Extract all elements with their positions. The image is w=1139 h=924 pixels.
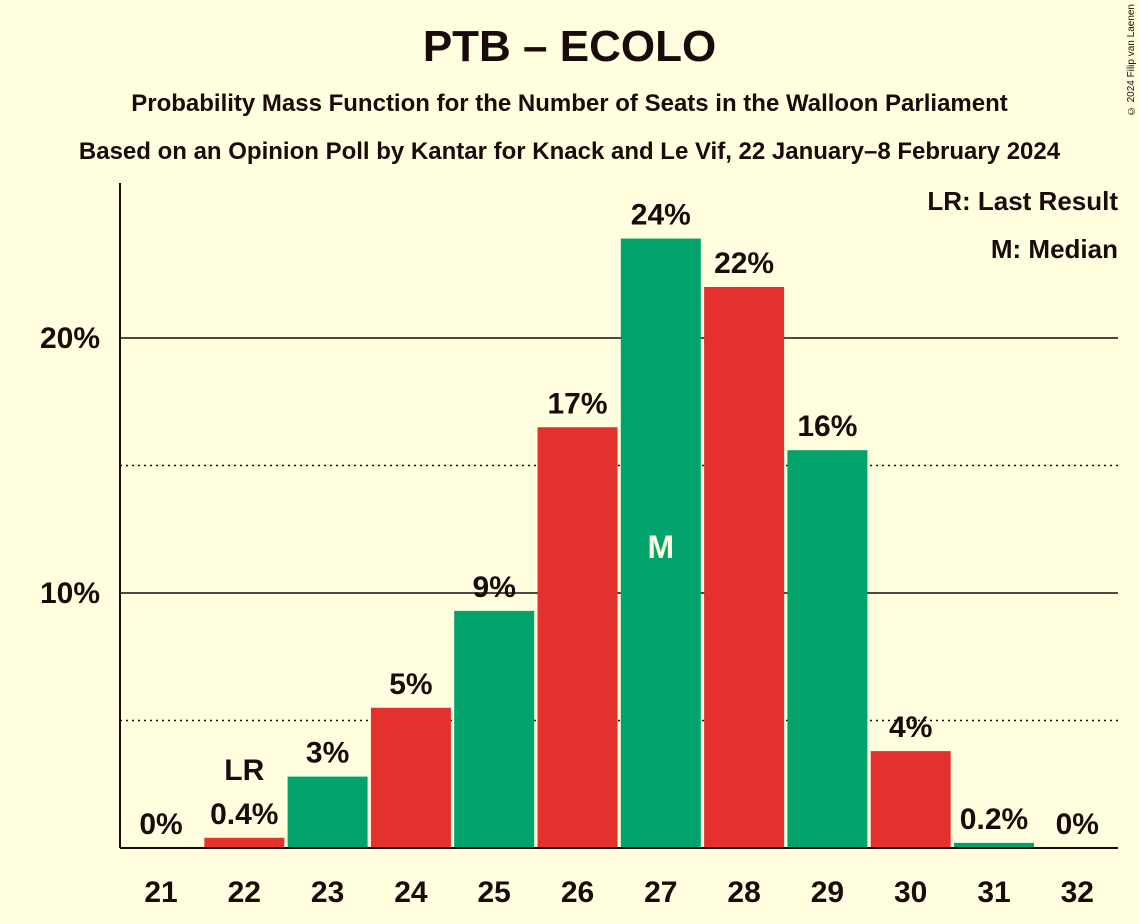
data-label-22: 0.4% [210, 798, 278, 831]
bar-29 [787, 450, 868, 848]
x-tick-label-26: 26 [561, 876, 594, 909]
x-tick-label-29: 29 [811, 876, 844, 909]
x-tick-label-24: 24 [394, 876, 428, 909]
bar-23 [287, 776, 368, 848]
chart-title: PTB – ECOLO [422, 22, 717, 71]
bar-25 [454, 610, 535, 848]
x-tick-label-21: 21 [144, 876, 177, 909]
data-label-21: 0% [139, 808, 182, 841]
x-tick-label-31: 31 [977, 876, 1010, 909]
data-label-26: 17% [547, 387, 607, 420]
chart-subtitle: Probability Mass Function for the Number… [131, 90, 1008, 117]
data-label-30: 4% [889, 711, 932, 744]
legend-entry: LR: Last Result [927, 186, 1118, 216]
data-label-31: 0.2% [960, 803, 1028, 836]
last-result-marker: LR [224, 754, 264, 787]
bar-22 [204, 837, 285, 848]
legend-entry: M: Median [991, 234, 1118, 264]
x-tick-label-22: 22 [228, 876, 261, 909]
data-label-24: 5% [389, 668, 432, 701]
x-tick-label-27: 27 [644, 876, 677, 909]
x-tick-label-28: 28 [727, 876, 760, 909]
bar-27 [620, 238, 701, 849]
data-label-25: 9% [473, 571, 516, 604]
chart-subtitle-source: Based on an Opinion Poll by Kantar for K… [78, 138, 1061, 165]
y-tick-label: 10% [40, 577, 100, 610]
bar-24 [370, 707, 451, 848]
data-label-23: 3% [306, 737, 349, 770]
x-tick-label-23: 23 [311, 876, 344, 909]
data-label-29: 16% [797, 410, 857, 443]
bar-26 [537, 427, 618, 848]
data-label-27: 24% [631, 199, 691, 232]
x-tick-label-32: 32 [1061, 876, 1094, 909]
x-tick-label-25: 25 [478, 876, 511, 909]
data-label-28: 22% [714, 247, 774, 280]
x-tick-label-30: 30 [894, 876, 927, 909]
bar-30 [870, 751, 951, 848]
median-marker: M [647, 529, 674, 565]
data-label-32: 0% [1056, 808, 1099, 841]
y-tick-label: 20% [40, 322, 100, 355]
bar-28 [704, 287, 785, 848]
bar-31 [954, 842, 1034, 848]
